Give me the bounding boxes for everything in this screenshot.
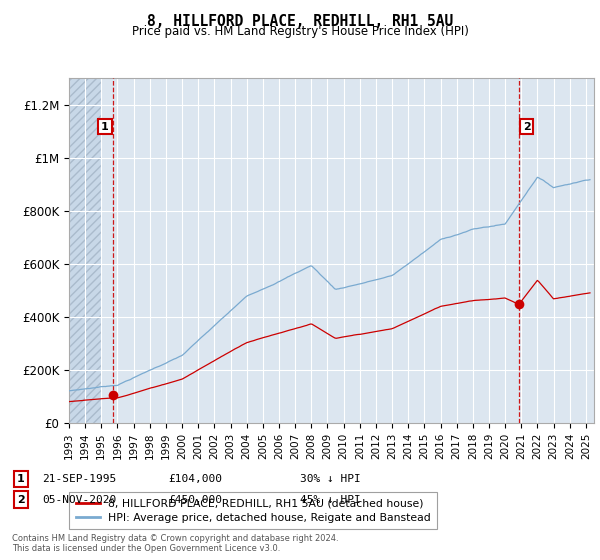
Text: £104,000: £104,000 [168, 474, 222, 484]
Text: 2: 2 [17, 494, 25, 505]
Text: 1: 1 [101, 122, 109, 132]
Text: 1: 1 [17, 474, 25, 484]
Text: Price paid vs. HM Land Registry's House Price Index (HPI): Price paid vs. HM Land Registry's House … [131, 25, 469, 38]
Text: 21-SEP-1995: 21-SEP-1995 [42, 474, 116, 484]
Text: 2: 2 [523, 122, 530, 132]
Legend: 8, HILLFORD PLACE, REDHILL, RH1 5AU (detached house), HPI: Average price, detach: 8, HILLFORD PLACE, REDHILL, RH1 5AU (det… [69, 492, 437, 529]
Text: 30% ↓ HPI: 30% ↓ HPI [300, 474, 361, 484]
Text: 8, HILLFORD PLACE, REDHILL, RH1 5AU: 8, HILLFORD PLACE, REDHILL, RH1 5AU [147, 14, 453, 29]
Text: 05-NOV-2020: 05-NOV-2020 [42, 494, 116, 505]
Text: 45% ↓ HPI: 45% ↓ HPI [300, 494, 361, 505]
Text: £450,000: £450,000 [168, 494, 222, 505]
Bar [69, 78, 101, 423]
Text: Contains HM Land Registry data © Crown copyright and database right 2024.
This d: Contains HM Land Registry data © Crown c… [12, 534, 338, 553]
